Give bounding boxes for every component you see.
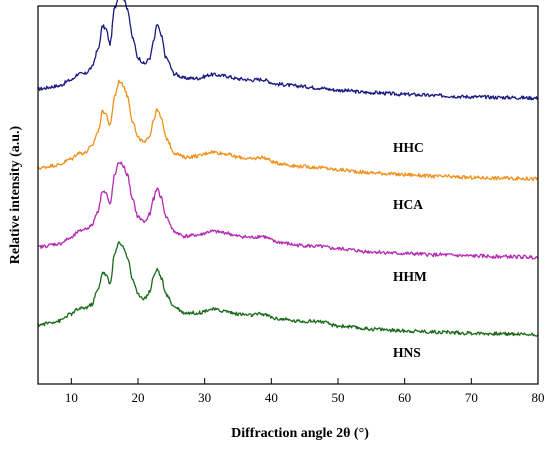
plot-area	[37, 0, 539, 337]
series-line-hns	[37, 241, 539, 337]
series-labels: HHC HCA HHM HNS	[393, 140, 427, 360]
series-label-hhc: HHC	[393, 140, 424, 155]
x-tick-label-50: 50	[332, 390, 345, 405]
x-tick-label-10: 10	[65, 390, 78, 405]
axes	[37, 5, 539, 385]
x-tick-label-60: 60	[398, 390, 411, 405]
series-label-hhm: HHM	[393, 269, 427, 284]
x-axis-ticks: 10 20 30 40 50 60 70 80	[65, 378, 545, 405]
x-tick-label-20: 20	[132, 390, 145, 405]
series-label-hca: HCA	[393, 197, 423, 212]
x-tick-label-80: 80	[532, 390, 545, 405]
x-tick-label-40: 40	[265, 390, 278, 405]
x-tick-label-30: 30	[198, 390, 211, 405]
series-line-hhc	[37, 0, 539, 101]
series-line-hca	[37, 79, 539, 181]
plot-frame	[37, 5, 539, 385]
series-label-hns: HNS	[393, 345, 421, 360]
x-axis-title: Diffraction angle 2θ (°)	[231, 426, 369, 441]
y-axis-title: Relative intensity (a.u.)	[8, 125, 23, 264]
x-tick-label-70: 70	[465, 390, 478, 405]
series-line-hhm	[37, 161, 539, 260]
